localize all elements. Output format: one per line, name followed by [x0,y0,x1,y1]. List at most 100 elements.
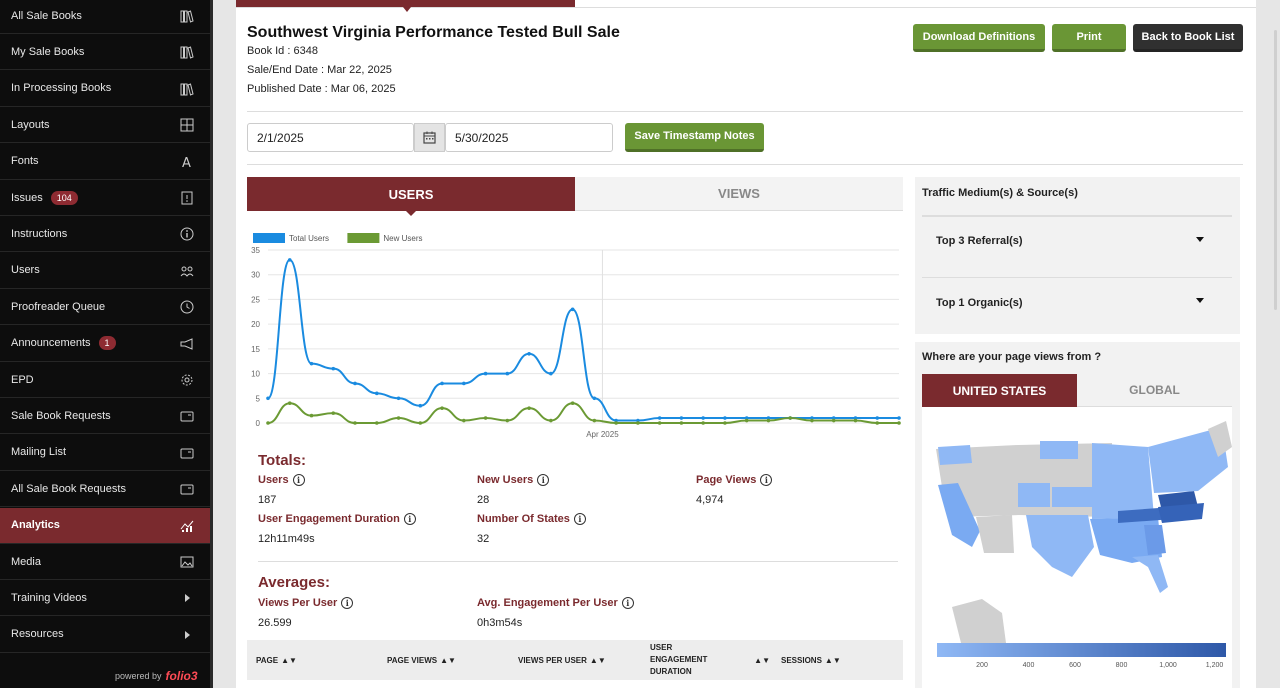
data-point [331,366,336,371]
scale-tick-label: 600 [1069,662,1081,669]
data-point [636,418,640,423]
states-stat-text: Number Of States [477,513,570,525]
data-point [679,416,684,420]
sidebar-item-analytics[interactable]: Analytics [0,507,210,544]
save-timestamp-notes-button[interactable]: Save Timestamp Notes [625,123,764,152]
back-to-book-list-button[interactable]: Back to Book List [1133,24,1243,52]
end-date-input[interactable]: 5/30/2025 [445,123,613,152]
tab-views[interactable]: VIEWS [575,177,903,211]
engagement-stat-label: User Engagement Duration i [258,513,416,525]
engagement-per-user-label: Avg. Engagement Per User i [477,597,634,609]
data-point [875,416,880,420]
data-point [679,421,684,425]
tab-united-states[interactable]: UNITED STATES [922,374,1077,412]
info-icon[interactable]: i [292,474,305,486]
data-point [462,418,466,423]
tab-users[interactable]: USERS [247,177,575,216]
th-engagement[interactable]: USER ENGAGEMENT DURATION ▲▼ [650,640,770,680]
th-views-per-user[interactable]: VIEWS PER USER ▲▼ [518,640,606,680]
top-referrals-accordion[interactable]: Top 3 Referral(s) [922,215,1232,265]
sidebar-item-mailing-list[interactable]: Mailing List [0,435,210,471]
y-tick-label: 20 [251,320,260,329]
sidebar-item-fonts[interactable]: Fonts A [0,144,210,180]
info-icon[interactable]: i [537,474,550,486]
data-point [440,381,444,386]
print-button[interactable]: Print [1052,24,1126,52]
data-point [853,416,858,420]
chevron-right-icon [180,591,194,605]
sidebar-item-media[interactable]: Media [0,544,210,580]
us-choropleth-map[interactable]: 200 400 600 800 1,000 1,200 [922,407,1232,688]
info-icon[interactable]: i [403,513,416,525]
th-page-views[interactable]: PAGE VIEWS ▲▼ [387,640,456,680]
sidebar-item-label: Mailing List [11,446,67,459]
data-point [701,416,705,420]
sidebar-item-layouts[interactable]: Layouts [0,107,210,144]
us-map-panel: 200 400 600 800 1,000 1,200 [922,407,1232,688]
info-icon [180,227,194,241]
sidebar-item-label: Announcements [11,337,91,350]
page-scrollbar[interactable] [1274,30,1277,310]
sidebar-item-users[interactable]: Users [0,253,210,289]
data-point [418,403,423,408]
averages-heading: Averages: [258,574,330,591]
data-point [570,307,575,312]
data-point [744,418,749,423]
data-point [701,421,705,425]
data-point [331,411,336,415]
gear-icon [180,373,194,387]
download-definitions-button[interactable]: Download Definitions [913,24,1045,52]
sidebar-item-label: Training Videos [11,591,87,604]
th-sessions[interactable]: SESSIONS ▲▼ [781,640,841,680]
start-date-input[interactable]: 2/1/2025 [247,123,414,152]
pages-table-header: PAGE ▲▼ PAGE VIEWS ▲▼ VIEWS PER USER ▲▼ USE… [247,640,903,680]
sort-icon: ▲▼ [281,655,297,665]
sidebar-item-proofreader-queue[interactable]: Proofreader Queue [0,289,210,326]
sidebar-item-label: Sale Book Requests [11,409,111,422]
data-point [505,371,510,376]
data-point [287,401,292,406]
tab-global[interactable]: GLOBAL [1077,374,1232,407]
calendar-button[interactable] [414,123,445,152]
sidebar-item-label: Media [11,555,41,568]
sidebar-item-epd[interactable]: EPD [0,362,210,398]
sidebar-item-instructions[interactable]: Instructions [0,216,210,253]
sidebar-item-announcements[interactable]: Announcements 1 [0,326,210,362]
sidebar-item-sale-book-requests[interactable]: Sale Book Requests [0,398,210,435]
calendar-icon [423,131,436,144]
sidebar-item-my-sale-books[interactable]: My Sale Books [0,34,210,71]
y-tick-label: 35 [251,246,260,255]
clock-icon [180,300,194,314]
data-point [374,421,379,425]
map-alaska [952,599,1006,657]
scale-tick-label: 1,000 [1159,662,1177,669]
data-point [309,361,314,366]
top-referrals-label: Top 3 Referral(s) [936,235,1023,247]
traffic-card: Traffic Medium(s) & Source(s) Top 3 Refe… [915,177,1240,334]
sidebar-item-in-processing-books[interactable]: In Processing Books [0,71,210,107]
data-point [810,418,814,423]
sidebar-item-resources[interactable]: Resources [0,617,210,653]
data-point [549,371,553,376]
top-organic-accordion[interactable]: Top 1 Organic(s) [922,277,1232,327]
info-icon[interactable]: i [573,513,586,525]
th-page[interactable]: PAGE ▲▼ [256,640,297,680]
info-icon[interactable]: i [341,597,354,609]
active-tab-caret [403,7,411,12]
sidebar-scrollbar[interactable] [210,0,213,688]
data-point [897,416,901,420]
sidebar-item-all-sale-book-requests[interactable]: All Sale Book Requests [0,471,210,508]
series-line-new-users [267,402,899,425]
books-icon [180,9,194,23]
info-icon[interactable]: i [760,474,773,486]
data-point [266,396,270,401]
map-georgia [1144,525,1166,555]
info-icon[interactable]: i [621,597,634,609]
data-point [527,406,531,410]
sidebar-item-issues[interactable]: Issues 104 [0,180,210,216]
sidebar-item-all-sale-books[interactable]: All Sale Books [0,0,210,34]
data-point [266,421,270,425]
sidebar-item-training-videos[interactable]: Training Videos [0,580,210,617]
data-point [657,416,662,420]
series-line-total-users [267,258,899,422]
